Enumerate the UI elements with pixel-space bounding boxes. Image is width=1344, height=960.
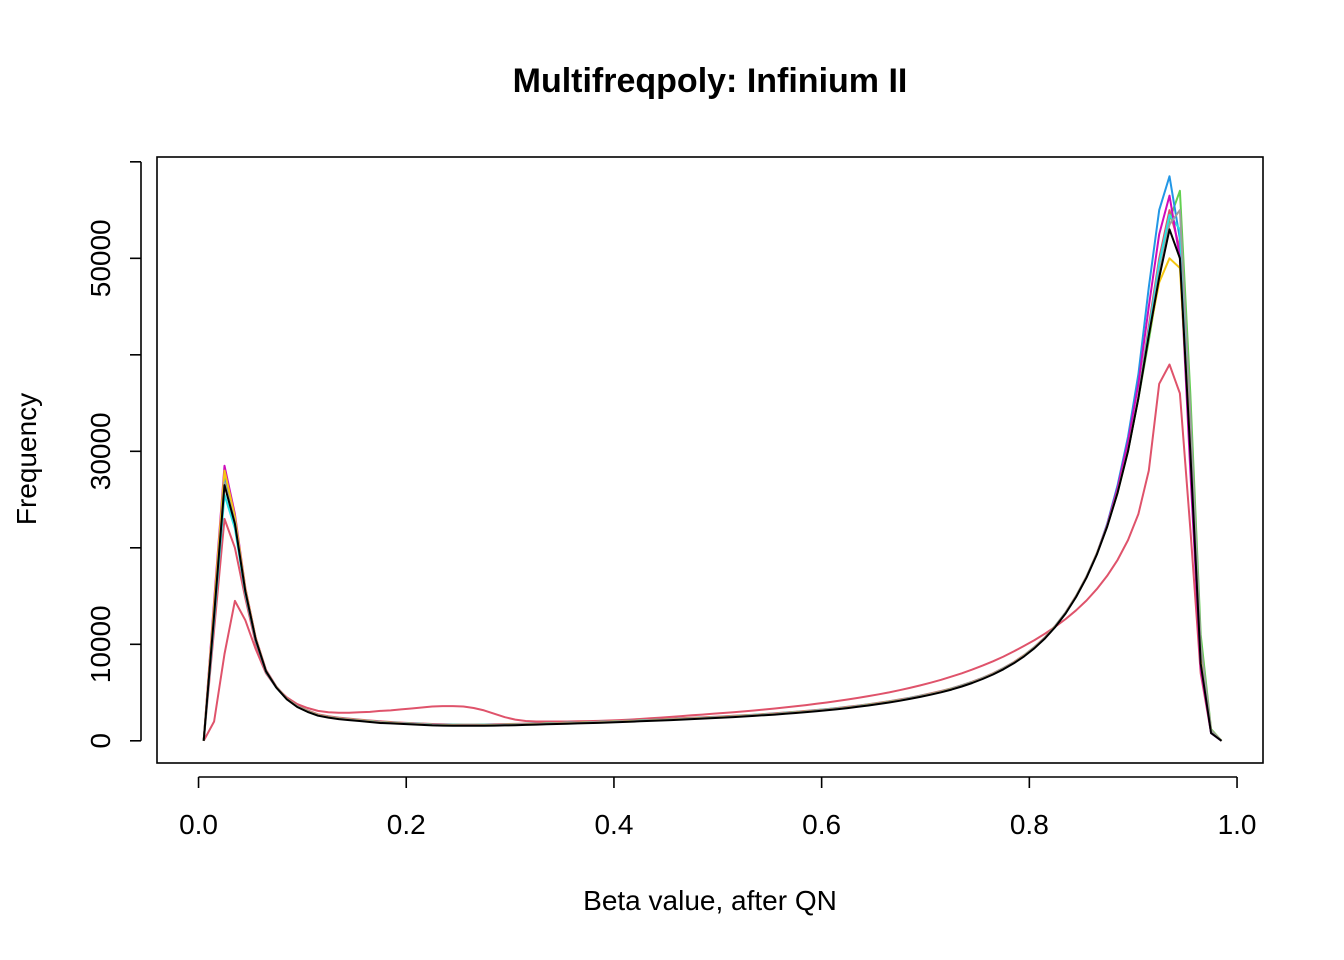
y-tick-label: 30000 [85, 412, 116, 490]
series-line-6 [202, 213, 1223, 742]
series-line-2 [202, 209, 1223, 742]
series-line-9 [202, 209, 1223, 742]
series-line-3 [202, 363, 1223, 742]
y-axis: 0 10000 30000 50000 [85, 161, 142, 749]
chart-title: Multifreqpoly: Infinium II [513, 62, 908, 100]
series-line-1 [202, 228, 1223, 742]
y-tick-label: 50000 [85, 219, 116, 297]
y-tick-label: 10000 [85, 605, 116, 683]
x-tick-label: 0.2 [387, 809, 426, 840]
series-line-7 [202, 194, 1223, 742]
y-axis-label: Frequency [11, 393, 42, 525]
series-line-4 [202, 189, 1223, 742]
y-tick-label: 0 [85, 733, 116, 749]
series-line-5 [202, 175, 1223, 742]
x-tick-label: 0.8 [1010, 809, 1049, 840]
x-tick-label: 0.0 [179, 809, 218, 840]
x-tick-label: 0.4 [594, 809, 633, 840]
series-layer [202, 175, 1223, 742]
x-tick-label: 0.6 [802, 809, 841, 840]
plot-frame [156, 156, 1264, 764]
x-axis-label: Beta value, after QN [583, 885, 837, 916]
series-line-8 [202, 257, 1223, 742]
x-tick-label: 1.0 [1218, 809, 1257, 840]
x-axis: 0.0 0.2 0.4 0.6 0.8 1.0 [179, 776, 1257, 840]
